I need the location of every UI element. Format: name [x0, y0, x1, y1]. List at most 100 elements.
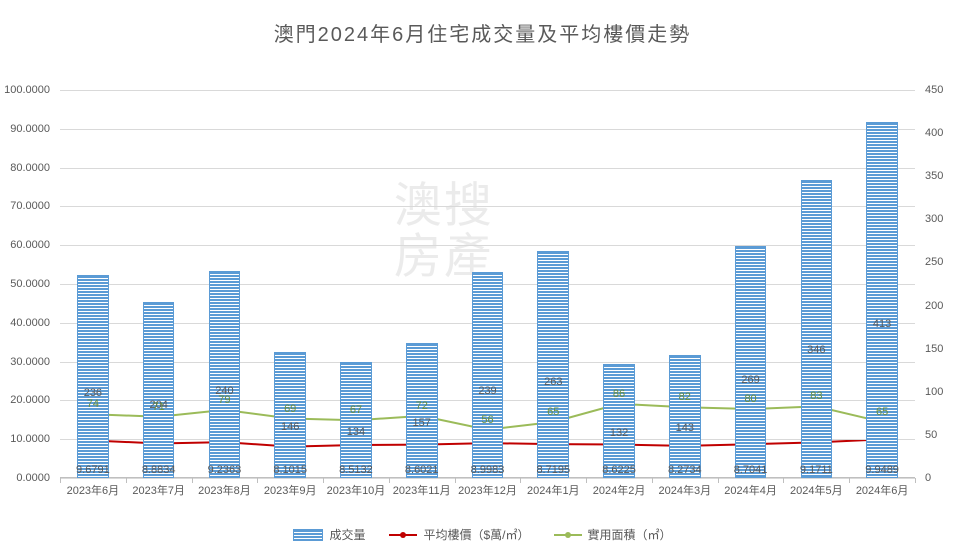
x-tick-label: 2023年12月	[458, 482, 517, 498]
y-right-tick: 150	[925, 343, 943, 355]
bar-x-value-label: 8.7195	[536, 464, 570, 476]
y-right-tick: 300	[925, 213, 943, 225]
legend-label-price: 平均樓價（$萬/㎡）	[423, 526, 529, 543]
legend-swatch-bars	[293, 529, 323, 541]
y-left-tick: 80.0000	[10, 162, 50, 174]
legend: 成交量 平均樓價（$萬/㎡） 實用面積（㎡）	[0, 526, 965, 543]
bar	[537, 251, 569, 478]
legend-item-bars: 成交量	[293, 526, 365, 543]
y-left-tick: 100.0000	[4, 84, 50, 96]
legend-swatch-area	[554, 534, 582, 536]
bar	[209, 271, 241, 478]
y-left-tick: 70.0000	[10, 200, 50, 212]
line-point-label: 86	[613, 388, 625, 400]
bar	[735, 246, 767, 478]
bar-x-value-label: 8.6225	[602, 464, 636, 476]
line-point-label: 74	[87, 398, 99, 410]
bar-data-label: 134	[347, 426, 365, 438]
bar	[472, 272, 504, 478]
line-point-label: 65	[547, 406, 559, 418]
gridline	[60, 206, 915, 207]
bar-data-label: 263	[544, 376, 562, 388]
line-point-label: 69	[284, 403, 296, 415]
line-point-label: 65	[876, 406, 888, 418]
y-left-tick: 60.0000	[10, 239, 50, 251]
y-right-tick: 50	[925, 429, 937, 441]
bar-data-label: 269	[741, 374, 759, 386]
legend-label-bars: 成交量	[329, 526, 365, 543]
y-right-tick: 100	[925, 386, 943, 398]
bar-x-value-label: 9.9489	[865, 464, 899, 476]
y-right-tick: 200	[925, 300, 943, 312]
y-left-tick: 20.0000	[10, 394, 50, 406]
chart-container: 澳門2024年6月住宅成交量及平均樓價走勢 澳搜房產 0.000010.0000…	[0, 0, 965, 553]
y-right-tick: 250	[925, 256, 943, 268]
y-left-tick: 30.0000	[10, 356, 50, 368]
x-tick-mark	[718, 478, 719, 483]
bar-data-label: 146	[281, 421, 299, 433]
legend-swatch-price	[389, 534, 417, 536]
y-left-tick: 40.0000	[10, 317, 50, 329]
bar-data-label: 346	[807, 344, 825, 356]
bar-x-value-label: 9.6791	[76, 464, 110, 476]
y-left-tick: 0.0000	[16, 472, 50, 484]
y-right-tick: 0	[925, 472, 931, 484]
bar	[603, 364, 635, 478]
line-point-label: 83	[810, 390, 822, 402]
bar	[340, 362, 372, 478]
x-tick-label: 2023年9月	[264, 482, 317, 498]
bar-x-value-label: 9.1711	[800, 464, 833, 476]
y-left-tick: 90.0000	[10, 123, 50, 135]
line-point-label: 82	[679, 391, 691, 403]
bar-x-value-label: 9.2363	[208, 464, 242, 476]
bar-data-label: 157	[413, 417, 431, 429]
y-left-tick: 10.0000	[10, 433, 50, 445]
x-tick-label: 2023年6月	[67, 482, 120, 498]
x-tick-mark	[60, 478, 61, 483]
x-tick-mark	[915, 478, 916, 483]
x-tick-mark	[652, 478, 653, 483]
gridline	[60, 129, 915, 130]
y-right-tick: 350	[925, 170, 943, 182]
gridline	[60, 245, 915, 246]
x-tick-label: 2024年3月	[659, 482, 712, 498]
x-tick-mark	[520, 478, 521, 483]
x-tick-label: 2023年7月	[132, 482, 185, 498]
bar	[866, 122, 898, 478]
bar-data-label: 132	[610, 427, 628, 439]
x-tick-label: 2024年2月	[593, 482, 646, 498]
x-tick-mark	[126, 478, 127, 483]
bar-x-value-label: 8.8834	[142, 464, 176, 476]
x-tick-label: 2024年5月	[790, 482, 843, 498]
x-tick-label: 2024年4月	[724, 482, 777, 498]
y-axis-right: 050100150200250300350400450	[920, 90, 965, 478]
x-tick-mark	[257, 478, 258, 483]
x-tick-mark	[455, 478, 456, 483]
line-point-label: 72	[416, 400, 428, 412]
x-tick-label: 2023年10月	[327, 482, 386, 498]
x-tick-mark	[389, 478, 390, 483]
bar-data-label: 236	[84, 387, 102, 399]
bar	[274, 352, 306, 478]
x-tick-mark	[192, 478, 193, 483]
plot-area: 2369.67912023年6月2048.88342023年7月2409.236…	[60, 90, 915, 478]
bar	[143, 302, 175, 478]
bar-x-value-label: 8.7041	[734, 464, 768, 476]
bar-x-value-label: 8.5132	[339, 464, 373, 476]
bar-x-value-label: 8.1015	[273, 464, 307, 476]
y-axis-left: 0.000010.000020.000030.000040.000050.000…	[0, 90, 55, 478]
x-tick-mark	[323, 478, 324, 483]
x-tick-label: 2023年8月	[198, 482, 251, 498]
x-tick-mark	[586, 478, 587, 483]
x-tick-mark	[849, 478, 850, 483]
bar	[669, 355, 701, 478]
legend-item-area: 實用面積（㎡）	[554, 526, 672, 543]
line-point-label: 67	[350, 404, 362, 416]
bar-data-label: 239	[478, 385, 496, 397]
line-point-label: 56	[481, 414, 493, 426]
gridline	[60, 90, 915, 91]
line-point-label: 79	[218, 394, 230, 406]
line-point-label: 71	[153, 401, 165, 413]
x-tick-label: 2024年1月	[527, 482, 580, 498]
x-tick-mark	[783, 478, 784, 483]
